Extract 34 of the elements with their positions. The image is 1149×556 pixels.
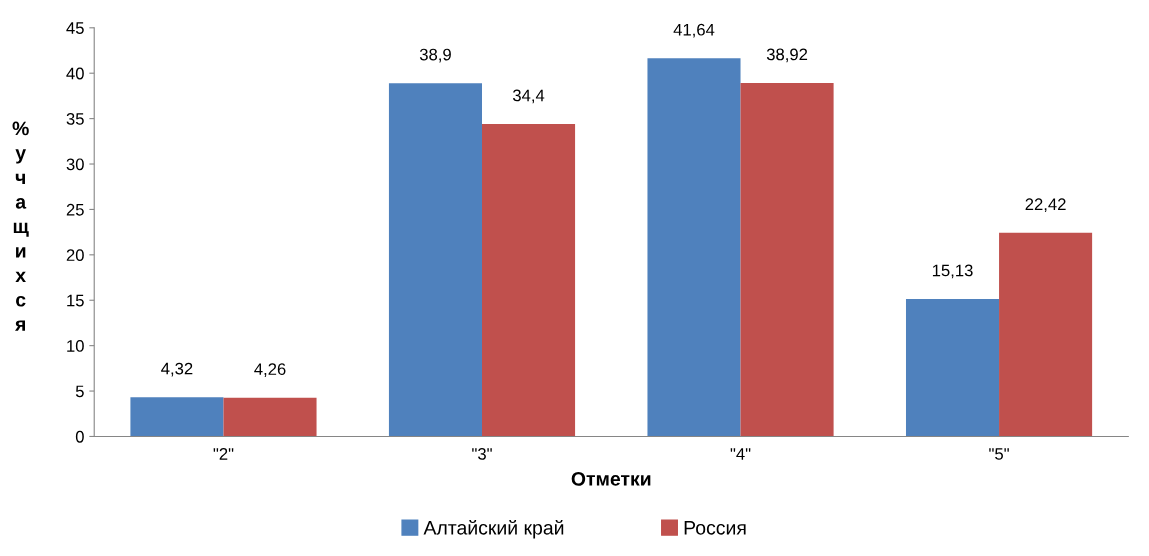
bar — [130, 397, 224, 437]
data-label: 4,32 — [161, 362, 193, 377]
data-label: 38,9 — [419, 48, 451, 63]
x-tick-label: "4" — [730, 448, 751, 460]
y-tick-label: 30 — [66, 158, 84, 171]
x-tick-label: "5" — [989, 448, 1009, 460]
data-label: 15,13 — [932, 264, 973, 279]
data-label: 41,64 — [673, 23, 715, 38]
bar — [482, 124, 576, 437]
y-tick-label: 45 — [66, 22, 84, 34]
bar — [223, 397, 317, 437]
bar — [740, 83, 834, 437]
y-tick-label: 5 — [75, 385, 84, 398]
bar — [388, 83, 483, 437]
data-label: 22,42 — [1025, 198, 1066, 213]
legend-label: Алтайский край — [423, 520, 564, 539]
x-tick-label: "2" — [213, 448, 234, 460]
data-label: 4,26 — [254, 363, 286, 377]
y-tick-label: 25 — [66, 203, 84, 216]
bar — [905, 299, 1000, 437]
x-axis-title: Отметки — [571, 471, 651, 486]
y-tick-label: 20 — [66, 249, 84, 262]
y-tick-label: 35 — [66, 113, 84, 125]
text: % учащихся — [12, 121, 29, 331]
y-tick-label: 15 — [67, 294, 84, 307]
data-label: 38,92 — [766, 48, 808, 63]
y-tick-label: 10 — [67, 340, 84, 352]
y-tick-label: 0 — [75, 430, 84, 443]
y-tick-label: 40 — [66, 67, 84, 80]
x-tick-label: "3" — [472, 448, 492, 460]
bar — [999, 232, 1093, 437]
legend-label: Россия — [684, 521, 746, 535]
bar — [647, 58, 741, 437]
data-label: 34,4 — [512, 89, 545, 104]
